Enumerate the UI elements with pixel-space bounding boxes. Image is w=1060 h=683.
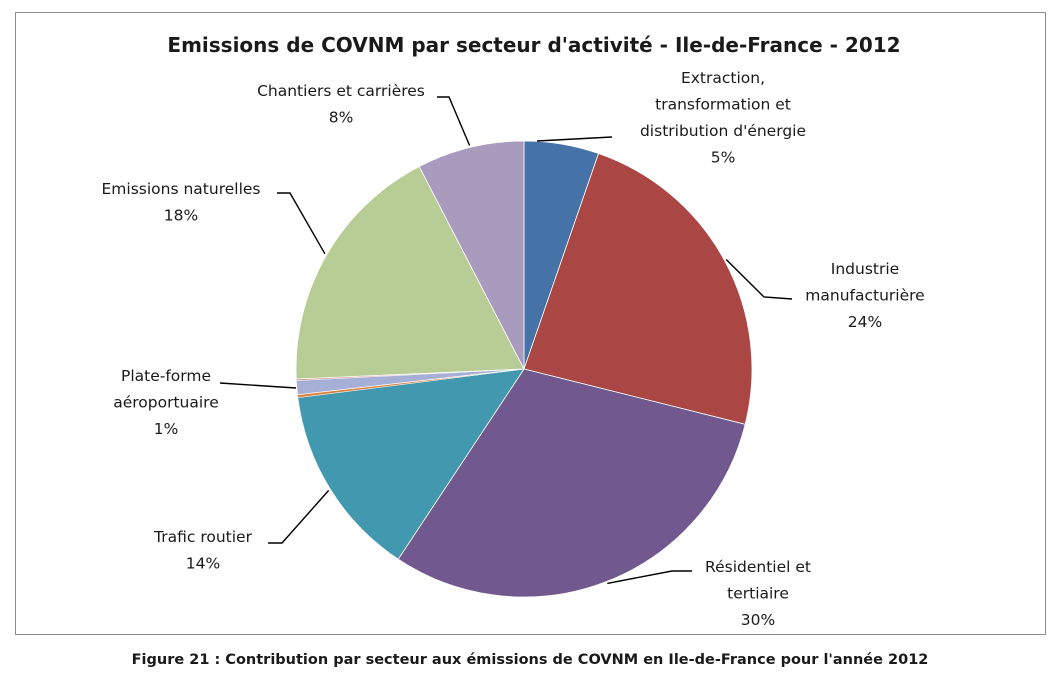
- label-line: Chantiers et carrières: [257, 82, 425, 100]
- label-trafic-routier: Trafic routier 14%: [153, 528, 253, 573]
- slice-industrie-manufacturiere: [523, 153, 753, 425]
- leader-plate-forme-aeroportuaire: [219, 382, 297, 389]
- label-line: Emissions naturelles: [102, 180, 261, 198]
- figure-caption: Figure 21 : Contribution par secteur aux…: [131, 652, 929, 668]
- slice-residentiel-et-tertiaire: [397, 368, 746, 598]
- label-line: Extraction,: [681, 69, 765, 87]
- label-line: Plate-forme: [121, 367, 211, 385]
- leader-emissions-naturelles: [277, 192, 326, 255]
- leader-industrie-manufacturiere: [725, 259, 793, 300]
- label-percent: 14%: [186, 555, 220, 573]
- leader-trafic-routier: [268, 489, 330, 544]
- label-percent: 5%: [711, 149, 736, 167]
- label-emissions-naturelles: Emissions naturelles 18%: [102, 180, 261, 225]
- label-line: tertiaire: [727, 585, 789, 603]
- label-plate-forme-aeroportuaire: Plate-forme aéroportuaire 1%: [113, 367, 219, 438]
- slice-trafic-routier: [297, 368, 525, 560]
- slice-chantiers-et-carrieres: [418, 140, 525, 370]
- label-extraction-transformation-et-distribution-d-energie: Extraction, transformation et distribution…: [640, 69, 806, 167]
- leader-residentiel-et-tertiaire: [607, 570, 692, 585]
- slice-emissions-naturelles: [295, 165, 525, 380]
- leader-chantiers-et-carrieres: [437, 96, 471, 146]
- label-percent: 18%: [164, 207, 198, 225]
- label-line: aéroportuaire: [113, 394, 219, 412]
- label-line: transformation et: [655, 96, 791, 114]
- label-percent: 30%: [741, 611, 775, 629]
- pie-slices: [295, 140, 753, 598]
- leader-lines: [219, 96, 793, 585]
- label-industrie-manufacturiere: Industrie manufacturière 24%: [805, 260, 924, 331]
- label-residentiel-et-tertiaire: Résidentiel et tertiaire 30%: [705, 558, 811, 629]
- label-line: distribution d'énergie: [640, 122, 806, 140]
- label-percent: 1%: [154, 420, 179, 438]
- label-percent: 24%: [848, 313, 882, 331]
- label-line: Trafic routier: [153, 528, 253, 546]
- pie-chart: Emissions de COVNM par secteur d'activit…: [102, 33, 925, 629]
- label-line: Industrie: [831, 260, 899, 278]
- slice-labels: Extraction, transformation et distribution…: [102, 69, 925, 629]
- label-chantiers-et-carrieres: Chantiers et carrières 8%: [257, 82, 425, 127]
- leader-extraction-transformation-et-distribution-d-energie: [536, 136, 613, 142]
- label-percent: 8%: [329, 109, 354, 127]
- label-line: manufacturière: [805, 287, 924, 305]
- chart-title: Emissions de COVNM par secteur d'activit…: [167, 33, 900, 57]
- label-line: Résidentiel et: [705, 558, 811, 576]
